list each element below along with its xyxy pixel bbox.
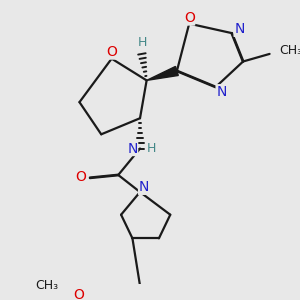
Polygon shape	[147, 66, 178, 80]
Text: O: O	[74, 288, 84, 300]
Text: O: O	[75, 170, 86, 184]
Text: O: O	[184, 11, 195, 25]
Text: N: N	[234, 22, 244, 36]
Text: CH₃: CH₃	[35, 279, 58, 292]
Text: N: N	[139, 180, 149, 194]
Text: N: N	[216, 85, 226, 99]
Text: O: O	[106, 45, 117, 59]
Text: H: H	[147, 142, 156, 155]
Text: N: N	[127, 142, 138, 155]
Text: H: H	[138, 36, 148, 49]
Text: CH₃: CH₃	[279, 44, 300, 57]
